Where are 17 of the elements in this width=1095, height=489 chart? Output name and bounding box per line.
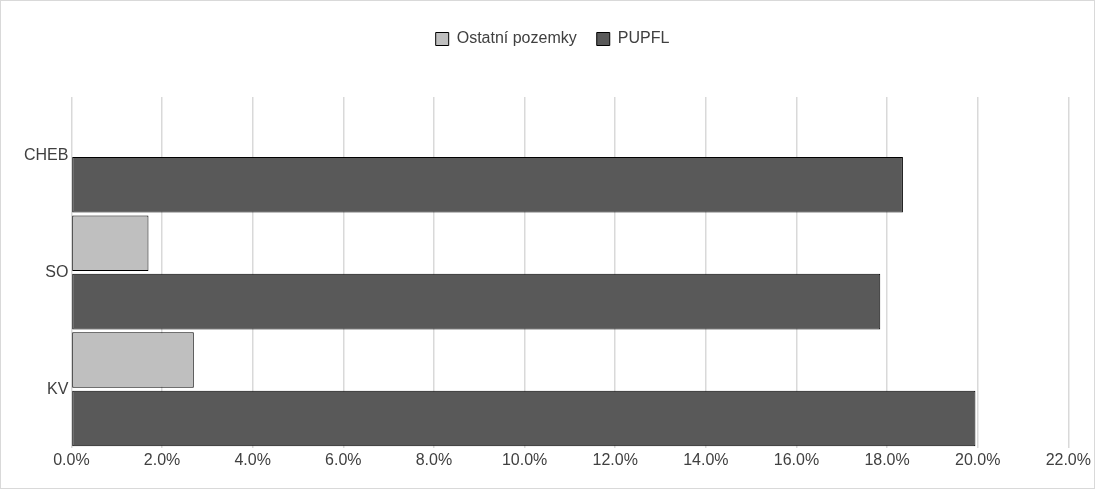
legend-label: Ostatní pozemky [456,29,577,47]
x-tick-label: 16.0% [773,450,820,468]
x-tick-label: 0.0% [53,450,90,468]
x-tick-label: 20.0% [955,450,1001,468]
x-tick-label: 12.0% [592,450,638,468]
x-tick-label: 18.0% [864,450,910,468]
y-tick-label: KV [47,379,69,397]
x-tick-label: 6.0% [325,450,362,468]
x-tick-label: 10.0% [501,450,548,468]
legend-label: PUPFL [617,29,670,47]
y-tick-label: SO [45,262,69,280]
x-tick-label: 14.0% [683,450,729,468]
x-tick-label: 22.0% [1045,450,1091,468]
x-tick-label: 2.0% [143,450,181,468]
x-tick-label: 8.0% [415,450,453,468]
x-tick-label: 4.0% [234,450,271,468]
y-tick-label: CHEB [24,145,69,163]
